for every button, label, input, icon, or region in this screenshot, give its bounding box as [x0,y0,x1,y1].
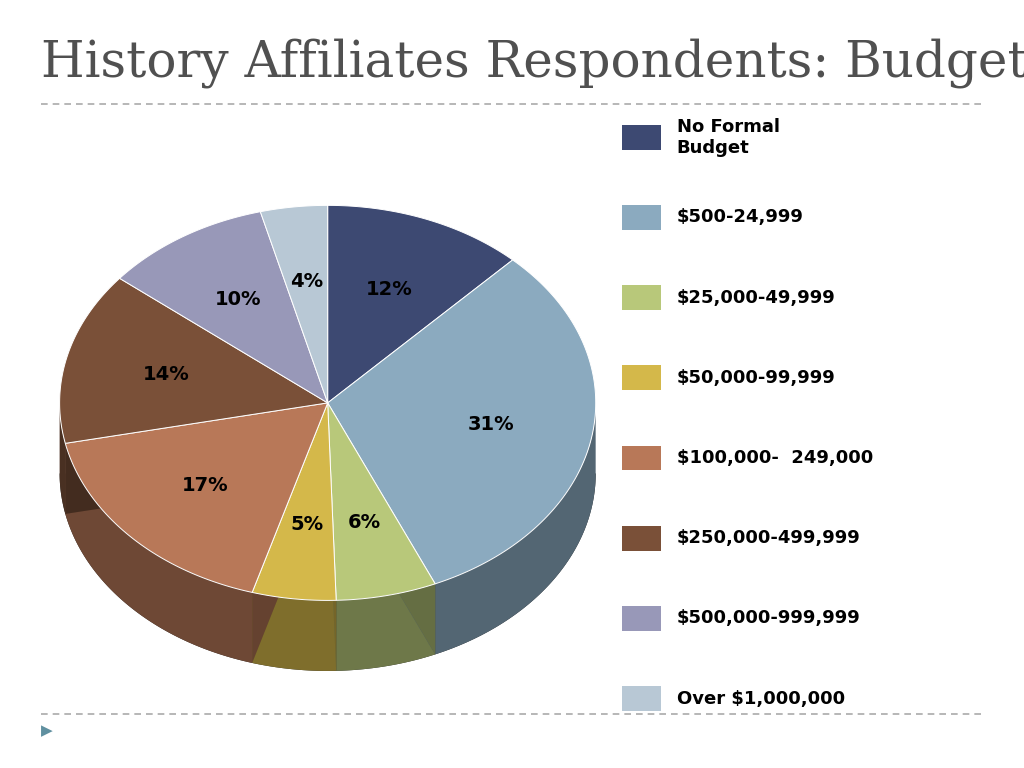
Bar [623,445,662,471]
Polygon shape [66,403,328,514]
Text: $500,000-999,999: $500,000-999,999 [677,609,860,627]
Polygon shape [252,592,336,671]
Bar [623,526,662,551]
Text: 12%: 12% [366,280,413,299]
Polygon shape [336,584,435,671]
Polygon shape [328,403,435,601]
Polygon shape [328,403,336,671]
Text: $500-24,999: $500-24,999 [677,208,804,227]
Polygon shape [328,403,336,671]
Bar [623,606,662,631]
Text: 14%: 14% [142,365,189,383]
Text: Over $1,000,000: Over $1,000,000 [677,690,845,707]
Polygon shape [66,403,328,592]
Polygon shape [120,212,328,403]
Text: 17%: 17% [182,476,229,495]
Polygon shape [328,403,435,654]
Text: 4%: 4% [290,272,324,291]
Polygon shape [59,473,596,671]
Polygon shape [328,205,513,403]
Text: 31%: 31% [468,415,515,434]
Bar [623,285,662,310]
Text: 10%: 10% [215,290,261,310]
Bar [623,366,662,390]
Text: $50,000-99,999: $50,000-99,999 [677,369,836,387]
Text: $250,000-499,999: $250,000-499,999 [677,529,860,548]
Text: 5%: 5% [290,515,324,534]
Polygon shape [66,443,252,663]
Text: No Formal
Budget: No Formal Budget [677,118,779,157]
Polygon shape [328,260,596,584]
Polygon shape [260,205,328,403]
Polygon shape [252,403,328,663]
Polygon shape [435,408,596,654]
Polygon shape [59,405,66,514]
Polygon shape [66,403,328,514]
Text: ▶: ▶ [41,723,52,739]
Bar [623,125,662,150]
Text: 6%: 6% [348,513,381,531]
Text: $25,000-49,999: $25,000-49,999 [677,289,836,306]
Bar [623,686,662,711]
Polygon shape [328,403,435,654]
Text: $100,000-  249,000: $100,000- 249,000 [677,449,872,467]
Bar [623,205,662,230]
Polygon shape [252,403,328,663]
Text: History Affiliates Respondents: Budget: History Affiliates Respondents: Budget [41,38,1024,88]
Polygon shape [59,278,328,443]
Polygon shape [252,403,336,601]
